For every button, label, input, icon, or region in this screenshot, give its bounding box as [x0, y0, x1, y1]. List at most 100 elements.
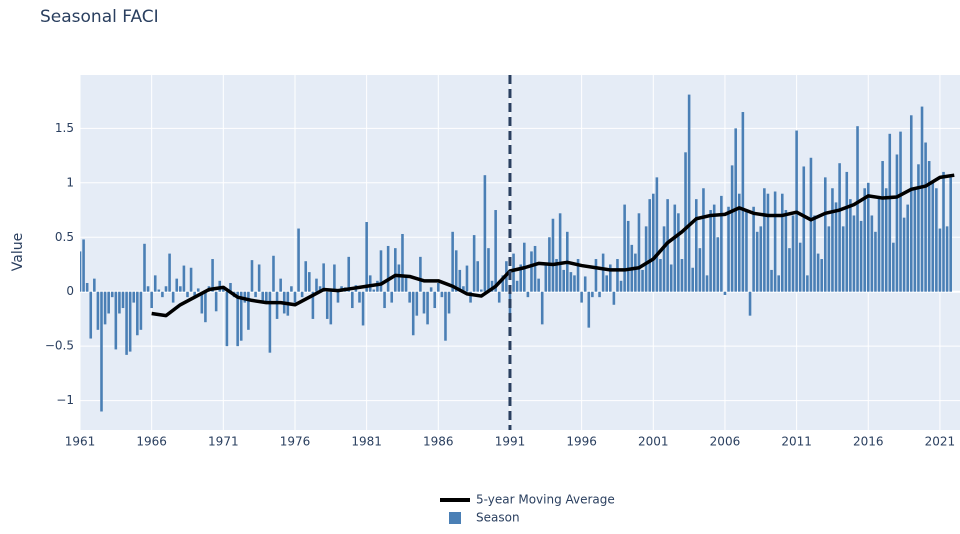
bar — [773, 191, 777, 292]
bar — [544, 264, 548, 292]
bar — [454, 250, 458, 292]
bar — [415, 291, 419, 316]
bar — [866, 182, 870, 292]
bar — [437, 282, 440, 292]
bar — [93, 278, 96, 292]
bar — [709, 210, 712, 292]
bar — [820, 259, 823, 292]
y-tick-label: 1 — [66, 175, 74, 189]
y-axis-title: Value — [10, 233, 26, 271]
bar — [619, 280, 623, 292]
bar — [229, 282, 232, 292]
bar — [583, 276, 587, 292]
bar — [598, 291, 601, 298]
bar — [601, 253, 605, 292]
bar — [196, 288, 200, 292]
x-tick-label: 2021 — [925, 435, 956, 449]
bar — [748, 291, 752, 316]
bar — [239, 291, 243, 341]
bar — [279, 278, 282, 292]
bar — [691, 267, 694, 292]
bar — [304, 261, 308, 292]
bar — [429, 287, 433, 292]
chart-title: Seasonal FACI — [40, 7, 159, 27]
legend-swatch — [449, 512, 461, 524]
bar — [576, 259, 580, 292]
bar — [103, 291, 107, 325]
bar — [333, 264, 336, 292]
bar — [118, 291, 121, 314]
bar — [325, 291, 329, 319]
bar — [490, 280, 494, 292]
bar — [562, 269, 566, 292]
bar — [759, 226, 763, 292]
bar — [157, 289, 161, 292]
y-tick-label: −0.5 — [45, 339, 74, 353]
bar — [569, 272, 573, 292]
bar — [300, 291, 304, 298]
bar — [877, 195, 881, 292]
bar — [737, 193, 741, 292]
bar — [838, 163, 841, 292]
bar — [798, 242, 802, 292]
bar — [881, 161, 884, 292]
bar — [669, 264, 673, 292]
bar — [573, 275, 576, 292]
bar — [200, 291, 204, 314]
bar — [214, 291, 218, 312]
bar — [82, 239, 85, 292]
x-tick-label: 1966 — [136, 435, 167, 449]
bar — [626, 220, 630, 292]
bar — [816, 253, 820, 292]
bar — [648, 199, 651, 292]
bar — [859, 220, 863, 292]
bar — [652, 193, 655, 292]
bar — [472, 235, 476, 292]
bar — [791, 215, 795, 292]
bar — [501, 275, 505, 292]
bar — [322, 263, 325, 292]
bar — [386, 245, 390, 292]
bar — [236, 291, 239, 347]
bar — [143, 243, 146, 292]
bar — [401, 233, 404, 292]
bar — [666, 199, 669, 292]
bar — [368, 275, 372, 292]
bar — [315, 278, 318, 292]
bar — [723, 291, 727, 295]
bar — [745, 210, 748, 292]
bar — [870, 215, 874, 292]
bar — [182, 265, 186, 292]
bar — [483, 175, 487, 292]
bar — [845, 171, 849, 292]
bar — [311, 291, 315, 319]
bar — [644, 226, 648, 292]
bar — [372, 289, 376, 292]
bar — [609, 264, 612, 292]
bar — [856, 126, 859, 292]
y-tick-label: −1 — [56, 393, 74, 407]
bar — [694, 199, 698, 292]
bar — [175, 278, 179, 292]
bar — [551, 218, 555, 292]
bar — [909, 115, 913, 292]
bar — [813, 215, 816, 292]
bar — [275, 291, 279, 319]
bar — [594, 259, 598, 292]
bar — [641, 269, 644, 292]
bar — [469, 291, 472, 303]
bar — [716, 237, 720, 292]
bar — [164, 286, 168, 292]
bar — [114, 291, 118, 350]
bar — [942, 171, 945, 292]
bar — [677, 213, 680, 292]
bar — [121, 291, 125, 309]
bar — [784, 210, 788, 292]
bar — [293, 291, 297, 303]
bar — [451, 231, 454, 292]
bar — [802, 166, 806, 292]
bar — [580, 291, 583, 303]
bar — [949, 177, 952, 292]
bar — [680, 259, 684, 292]
bar — [261, 291, 265, 303]
